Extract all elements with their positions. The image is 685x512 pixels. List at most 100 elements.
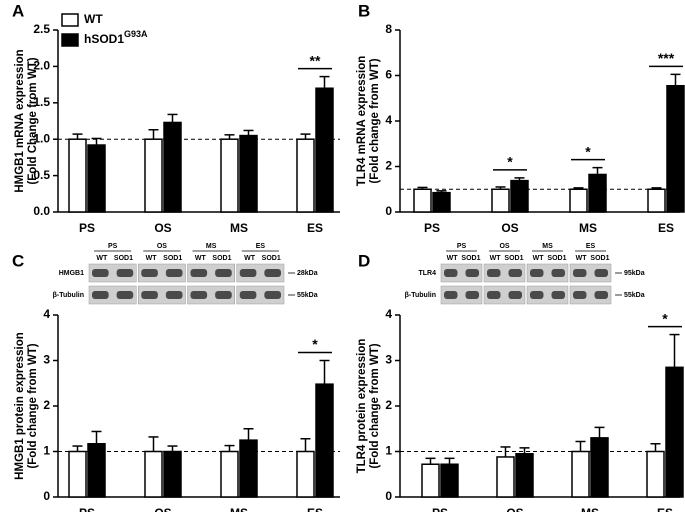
x-tick-label: ES (657, 506, 673, 512)
y-axis-title: TLR4 protein expression(Fold change from… (356, 339, 381, 474)
legend-swatch (61, 13, 79, 27)
blot-size-label: 28kDa (297, 270, 318, 277)
blot-band (551, 269, 565, 277)
y-tick-label: 3 (385, 353, 392, 367)
blot-panel (569, 285, 612, 305)
x-tick-label: MS (230, 221, 248, 235)
y-axis-title-line: (Fold change from WT) (369, 343, 381, 468)
blot-band (215, 291, 232, 299)
blot-band (508, 269, 522, 277)
blot-group-label: ES (256, 243, 266, 250)
significance-label: * (662, 310, 668, 326)
bar (163, 450, 182, 498)
y-tick-label: 8 (385, 22, 392, 36)
y-tick-label: 0.5 (33, 168, 50, 182)
blot-lane-label: WT (533, 255, 545, 262)
blot-lane-label: WT (96, 255, 108, 262)
blot-lane-label: SOD1 (212, 255, 231, 262)
blot-band (487, 291, 501, 299)
blot-band (141, 269, 158, 277)
y-axis-title-line: (Fold change from WT) (369, 58, 381, 183)
bar (588, 173, 607, 213)
y-tick-label: 1 (385, 444, 392, 458)
blot-group-label: MS (542, 243, 553, 250)
y-tick-label: 4 (43, 307, 50, 321)
bar (413, 188, 432, 213)
bar (87, 443, 106, 498)
y-axis-title-line: TLR4 mRNA expression (356, 56, 368, 187)
bar (440, 463, 459, 498)
blot-group-label: ES (586, 243, 596, 250)
blot-lane-label: SOD1 (547, 255, 566, 262)
blot-lane-label: SOD1 (504, 255, 523, 262)
blot-panel (440, 285, 483, 305)
y-axis-title: HMGB1 protein expression(Fold change fro… (14, 332, 39, 480)
bar (665, 366, 684, 498)
blot-group-label: OS (157, 243, 167, 250)
blot-group-label: PS (457, 243, 467, 250)
significance-label: *** (658, 50, 675, 66)
panel-letter: B (358, 1, 370, 20)
y-tick-label: 3 (43, 353, 50, 367)
y-tick-label: 2 (385, 398, 392, 412)
bar (432, 191, 451, 213)
y-tick-label: 0 (385, 489, 392, 503)
x-tick-label: ES (307, 221, 323, 235)
y-tick-label: 2.5 (33, 22, 50, 36)
blot-band (551, 291, 565, 299)
y-tick-label: 1.0 (33, 131, 50, 145)
y-tick-label: 0.0 (33, 204, 50, 218)
bar (220, 450, 239, 498)
blot-panel (88, 263, 137, 283)
panel-letter: C (12, 251, 24, 270)
y-tick-label: 2 (385, 159, 392, 173)
blot-band (239, 269, 257, 277)
panel-letter: A (12, 1, 24, 20)
blot-band (508, 291, 522, 299)
blot-row-label: β-Tubulin (53, 292, 84, 299)
bar (590, 437, 609, 498)
blot-band (190, 291, 208, 299)
y-tick-label: 1.5 (33, 95, 50, 109)
blot-band (465, 291, 479, 299)
bar (220, 138, 239, 213)
significance-label: * (507, 154, 513, 170)
blot-group-label: PS (108, 243, 118, 250)
y-axis-title: HMGB1 mRNA expression(Fold Change from W… (14, 49, 39, 192)
bar (68, 138, 87, 213)
panel-letter: D (358, 251, 370, 270)
blot-band (530, 269, 544, 277)
blot-lane-label: WT (447, 255, 459, 262)
blot-panel (138, 263, 186, 283)
blot-band (487, 269, 501, 277)
blot-band (444, 269, 458, 277)
blot-panel (187, 263, 235, 283)
blot-band (116, 269, 134, 277)
blot-panel (236, 263, 285, 283)
blot-lane-label: SOD1 (590, 255, 609, 262)
bar (315, 383, 334, 498)
y-axis-title-line: TLR4 protein expression (356, 339, 368, 474)
x-tick-label: OS (501, 221, 518, 235)
blot-band (165, 269, 183, 277)
bar (296, 138, 315, 213)
blot-band (264, 291, 281, 299)
blot-lane-label: WT (146, 255, 158, 262)
legend-name: hSOD1 (84, 32, 124, 46)
y-tick-label: 2 (43, 398, 50, 412)
blot-lane-label: WT (576, 255, 588, 262)
y-tick-label: 1 (43, 444, 50, 458)
y-tick-label: 6 (385, 68, 392, 82)
blot-band (465, 269, 479, 277)
bar (647, 188, 666, 213)
bar (510, 179, 529, 213)
blot-panel (526, 285, 569, 305)
significance-label: * (312, 336, 318, 352)
blot-band (190, 269, 208, 277)
blot-panel (88, 285, 137, 305)
blot-panel (236, 285, 285, 305)
x-tick-label: MS (230, 506, 248, 512)
y-axis-title-line: HMGB1 protein expression (14, 332, 26, 480)
blot-size-label: 95kDa (624, 270, 645, 277)
